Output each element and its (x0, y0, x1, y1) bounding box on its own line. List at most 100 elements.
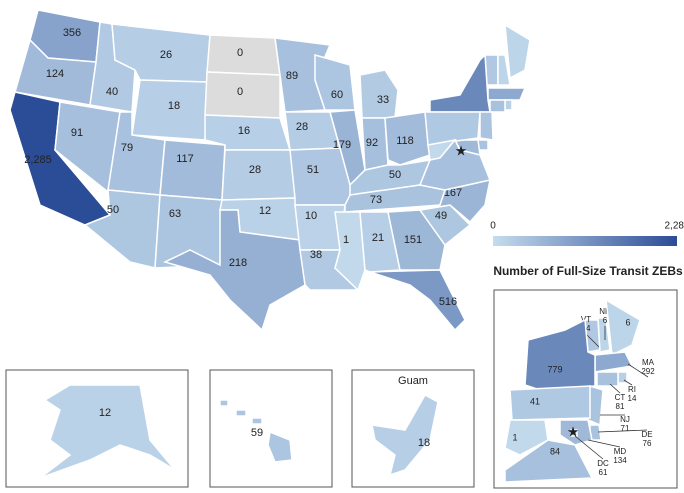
state (162, 209, 306, 332)
state-abbr: CT (615, 393, 626, 402)
state-value: 33 (377, 94, 389, 106)
state-abbr: NH (599, 307, 611, 316)
inset-box (209, 369, 333, 488)
state (524, 318, 596, 391)
state-value: 51 (307, 164, 319, 176)
state-value: 28 (296, 121, 308, 133)
state (597, 317, 611, 353)
state-value: 516 (439, 296, 457, 308)
state-value: 2,285 (24, 154, 52, 166)
leader-line (597, 429, 648, 433)
state (235, 409, 247, 417)
state-value: 40 (106, 86, 118, 98)
state (159, 139, 226, 201)
state-value: 61 (599, 468, 608, 477)
state (424, 111, 481, 146)
state-value: 6 (603, 316, 608, 325)
state-value: 76 (643, 439, 652, 448)
state (429, 53, 491, 113)
state-value: 63 (169, 208, 181, 220)
state (39, 384, 176, 479)
state (359, 69, 399, 119)
inset-box (493, 289, 678, 489)
state-value: 218 (229, 257, 247, 269)
leader-line (623, 379, 633, 386)
state-abbr: MD (614, 447, 627, 456)
state-abbr: VT (581, 315, 591, 324)
state-value: 356 (63, 27, 81, 39)
state-abbr: NJ (620, 415, 630, 424)
capital-star: ★ (455, 143, 468, 159)
state-value: 1 (512, 432, 517, 442)
state (570, 429, 578, 437)
leader-line (585, 333, 601, 349)
state-value: 10 (305, 210, 317, 222)
state (418, 138, 492, 191)
state-value: 50 (389, 169, 401, 181)
legend-gradient (493, 236, 677, 246)
state (487, 87, 527, 101)
state-value: 124 (46, 68, 64, 80)
state-value: 26 (160, 49, 172, 61)
state-value: 292 (641, 367, 655, 376)
state (605, 298, 641, 357)
state-value: 84 (550, 446, 560, 456)
state (419, 179, 491, 224)
inset-box (351, 369, 475, 488)
legend-title: Number of Full-Size Transit ZEBs (493, 264, 683, 278)
state-value: 14 (628, 394, 637, 403)
state (371, 393, 439, 477)
state (219, 399, 229, 407)
state-abbr: DE (641, 430, 652, 439)
state-value: 81 (616, 402, 625, 411)
state (489, 99, 506, 113)
state (384, 111, 431, 166)
state (314, 54, 356, 111)
leader-line (627, 363, 649, 378)
state-value: 38 (310, 249, 322, 261)
state-value: 79 (121, 142, 133, 154)
state-value: 18 (418, 437, 430, 449)
state-value: 1 (343, 234, 349, 246)
state-value: 134 (613, 456, 627, 465)
state (251, 417, 263, 425)
state-value: 16 (238, 125, 250, 137)
state-value: 118 (396, 135, 414, 147)
state-value: 92 (366, 137, 378, 149)
state (267, 430, 293, 463)
state (504, 439, 594, 483)
leader-line (609, 383, 621, 394)
state-value: 0 (237, 47, 243, 59)
state-value: 41 (530, 396, 540, 406)
state (509, 385, 591, 421)
state (497, 54, 511, 86)
state-value: 89 (286, 70, 298, 82)
state-value: 779 (547, 364, 562, 374)
state (504, 23, 531, 80)
state-value: 71 (621, 424, 630, 433)
state (369, 269, 466, 332)
state-value: 12 (99, 407, 111, 419)
state-value: 49 (435, 210, 447, 222)
state-value: 18 (168, 100, 180, 112)
state (504, 419, 549, 456)
state-value: 12 (259, 205, 271, 217)
state-value: 179 (333, 139, 351, 151)
legend-tick-label: 0 (490, 221, 496, 232)
state-value: 6 (625, 317, 630, 327)
state-value: 0 (237, 86, 243, 98)
inset-box (5, 369, 189, 488)
state (596, 371, 619, 387)
state-value: 28 (249, 164, 261, 176)
state-value: 50 (107, 204, 119, 216)
state (504, 99, 513, 111)
state-value: 151 (404, 234, 422, 246)
legend-tick-label: 2,285 (664, 221, 684, 232)
state (479, 111, 494, 141)
state-value: 60 (331, 89, 343, 101)
state (206, 34, 281, 76)
leader-line (587, 439, 621, 448)
state-abbr: MA (642, 358, 655, 367)
state-abbr: RI (628, 385, 636, 394)
